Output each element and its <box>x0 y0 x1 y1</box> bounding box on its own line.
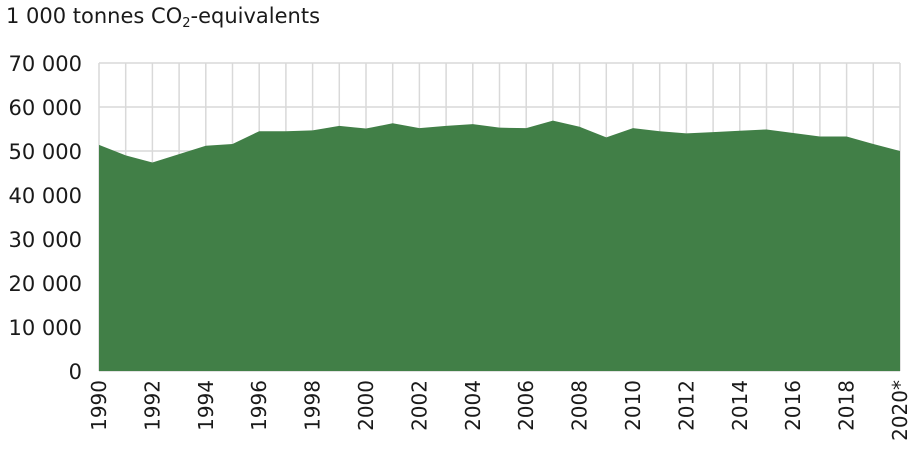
y-tick-label: 30 000 <box>9 228 82 252</box>
emissions-area <box>99 120 900 371</box>
area-series <box>99 120 900 371</box>
y-tick-label: 60 000 <box>9 96 82 120</box>
x-tick-label: 2018 <box>835 380 859 431</box>
x-tick-label: 1996 <box>247 380 271 431</box>
y-axis-unit-label: 1 000 tonnes CO2-equivalents <box>6 4 321 31</box>
x-tick-label: 1994 <box>194 380 218 431</box>
x-tick-label: 1992 <box>140 380 164 431</box>
x-tick-label: 1998 <box>301 380 325 431</box>
x-tick-label: 2016 <box>781 380 805 431</box>
x-tick-label: 2006 <box>514 380 538 431</box>
x-tick-label: 2002 <box>407 380 431 431</box>
y-tick-label: 10 000 <box>9 316 82 340</box>
x-tick-label: 1990 <box>87 380 111 431</box>
y-tick-label: 40 000 <box>9 184 82 208</box>
x-tick-label: 2000 <box>354 380 378 431</box>
x-tick-label: 2012 <box>674 380 698 431</box>
x-tick-label: 2008 <box>568 380 592 431</box>
y-tick-label: 50 000 <box>9 140 82 164</box>
x-tick-labels: 1990 1992 1994 1996 1998 2000 2002 2004 2006 2008… <box>87 380 909 441</box>
y-tick-labels: 0 10 000 20 000 30 000 40 000 50 000 60 000 70 … <box>9 52 82 384</box>
x-tick-label: 2010 <box>621 380 645 431</box>
y-tick-label: 20 000 <box>9 272 82 296</box>
x-tick-label: 2014 <box>728 380 752 431</box>
x-tick-label: 2020* <box>888 380 909 441</box>
y-tick-label: 0 <box>69 360 82 384</box>
y-tick-label: 70 000 <box>9 52 82 76</box>
x-tick-label: 2004 <box>461 380 485 431</box>
